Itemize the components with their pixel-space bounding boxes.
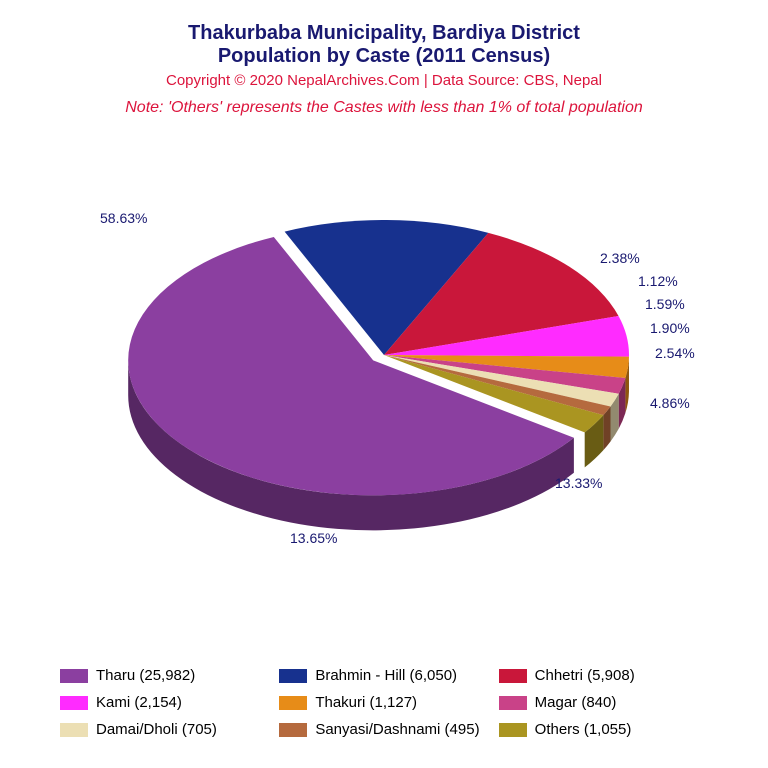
legend-label: Sanyasi/Dashnami (495) [315, 721, 479, 738]
legend: Tharu (25,982) Brahmin - Hill (6,050) Chhe… [60, 667, 708, 738]
pct-label-brahmin-hill: 13.65% [290, 530, 337, 546]
legend-label: Others (1,055) [535, 721, 632, 738]
legend-swatch [60, 723, 88, 737]
pct-label-magar: 1.90% [650, 320, 690, 336]
copyright-text: Copyright © 2020 NepalArchives.Com | Dat… [0, 72, 768, 89]
chart-title-line2: Population by Caste (2011 Census) [0, 45, 768, 68]
title-block: Thakurbaba Municipality, Bardiya Distric… [0, 0, 768, 117]
pct-label-others: 2.38% [600, 250, 640, 266]
legend-swatch [60, 669, 88, 683]
legend-label: Kami (2,154) [96, 694, 182, 711]
pie-chart-container: Thakurbaba Municipality, Bardiya Distric… [0, 0, 768, 768]
legend-item: Tharu (25,982) [60, 667, 269, 684]
pct-label-sanyasi-dashnami: 1.12% [638, 273, 678, 289]
legend-label: Magar (840) [535, 694, 617, 711]
legend-label: Brahmin - Hill (6,050) [315, 667, 457, 684]
legend-item: Damai/Dholi (705) [60, 721, 269, 738]
legend-swatch [279, 723, 307, 737]
legend-label: Damai/Dholi (705) [96, 721, 217, 738]
note-text: Note: 'Others' represents the Castes wit… [0, 99, 768, 117]
legend-label: Tharu (25,982) [96, 667, 195, 684]
pct-label-thakuri: 2.54% [655, 345, 695, 361]
legend-swatch [279, 669, 307, 683]
legend-swatch [60, 696, 88, 710]
legend-item: Chhetri (5,908) [499, 667, 708, 684]
legend-item: Others (1,055) [499, 721, 708, 738]
legend-swatch [279, 696, 307, 710]
pct-label-kami: 4.86% [650, 395, 690, 411]
legend-label: Thakuri (1,127) [315, 694, 417, 711]
legend-swatch [499, 669, 527, 683]
chart-title-line1: Thakurbaba Municipality, Bardiya Distric… [0, 22, 768, 45]
legend-item: Kami (2,154) [60, 694, 269, 711]
legend-item: Thakuri (1,127) [279, 694, 488, 711]
legend-label: Chhetri (5,908) [535, 667, 635, 684]
legend-item: Brahmin - Hill (6,050) [279, 667, 488, 684]
pct-label-chhetri: 13.33% [555, 475, 602, 491]
legend-item: Sanyasi/Dashnami (495) [279, 721, 488, 738]
pct-label-tharu: 58.63% [100, 210, 147, 226]
pct-label-damai-dholi: 1.59% [645, 296, 685, 312]
legend-swatch [499, 723, 527, 737]
legend-item: Magar (840) [499, 694, 708, 711]
legend-swatch [499, 696, 527, 710]
